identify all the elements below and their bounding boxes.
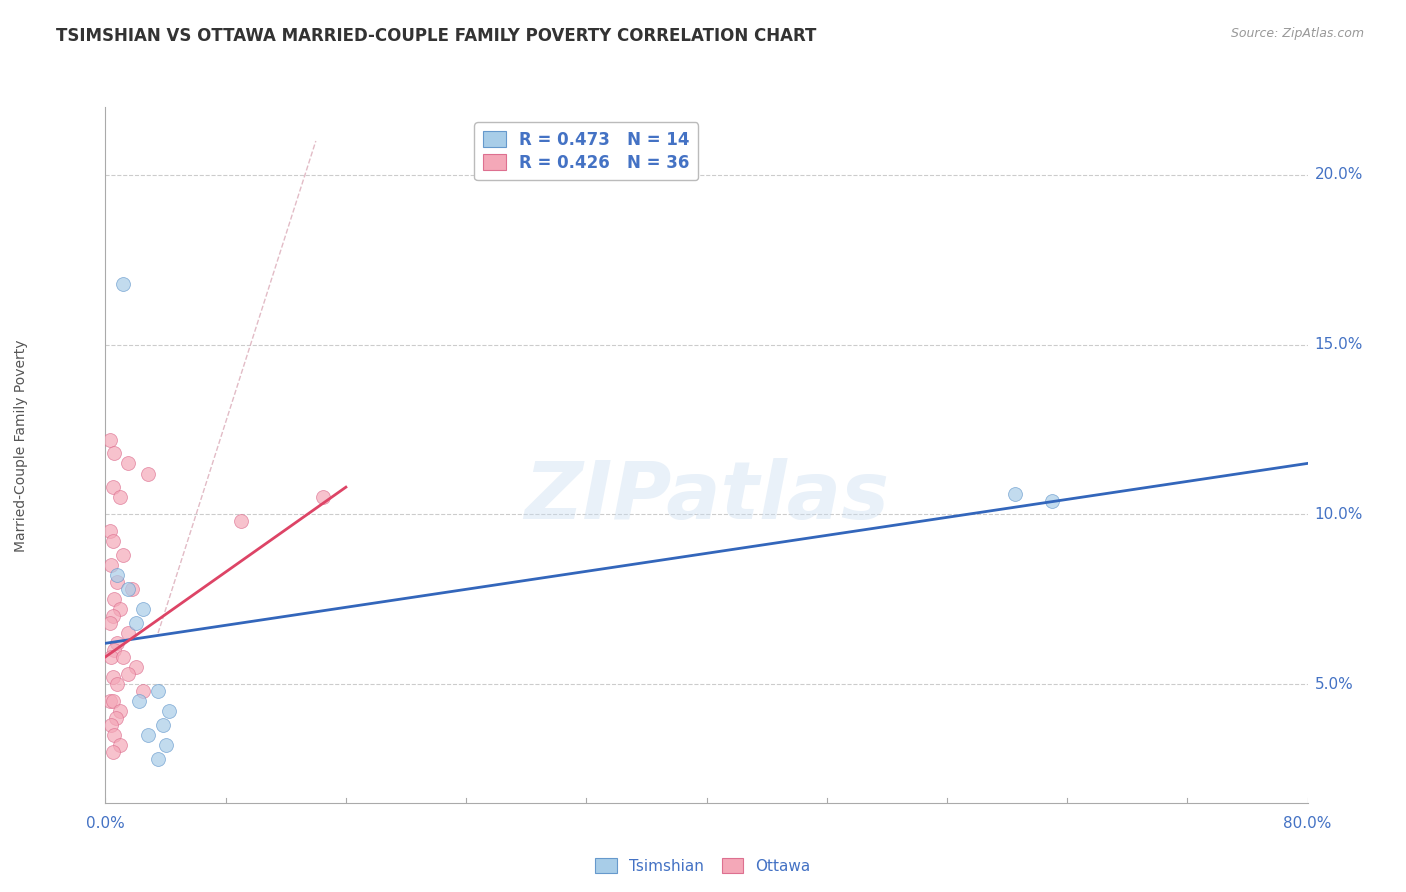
Point [110,491,132,505]
Point [107,636,129,650]
Point [101,534,124,549]
Point [103,643,125,657]
Point [146,752,169,766]
Point [132,683,155,698]
Point [100,649,122,664]
Point [103,728,125,742]
Point [98,694,121,708]
Point [312,491,335,505]
Text: 80.0%: 80.0% [1284,816,1331,831]
Point [117,582,139,596]
Text: 15.0%: 15.0% [1315,337,1362,352]
Text: 20.0%: 20.0% [1315,168,1362,183]
Point [112,277,135,291]
Point [146,683,169,698]
Point [124,615,146,630]
Point [101,609,124,624]
Text: 0.0%: 0.0% [86,816,125,831]
Point [107,677,129,691]
Point [103,592,125,607]
Point [104,711,127,725]
Point [100,558,122,573]
Point [101,745,124,759]
Point [112,548,135,562]
Point [98,615,121,630]
Point [117,457,139,471]
Point [107,575,129,590]
Point [157,704,180,718]
Text: 10.0%: 10.0% [1315,507,1362,522]
Point [100,717,122,731]
Point [98,433,121,447]
Point [110,704,132,718]
Point [155,738,177,752]
Point [229,514,252,528]
Point [117,666,139,681]
Point [110,738,132,752]
Point [121,582,143,596]
Point [112,649,135,664]
Text: 5.0%: 5.0% [1315,676,1353,691]
Text: Married-Couple Family Poverty: Married-Couple Family Poverty [14,340,28,552]
Point [136,728,159,742]
Point [152,717,174,731]
Point [107,568,129,582]
Point [103,446,125,460]
Point [117,626,139,640]
Text: TSIMSHIAN VS OTTAWA MARRIED-COUPLE FAMILY POVERTY CORRELATION CHART: TSIMSHIAN VS OTTAWA MARRIED-COUPLE FAMIL… [56,27,817,45]
Point [101,670,124,684]
Point [101,694,124,708]
Point [98,524,121,539]
Point [128,694,150,708]
Point [124,660,146,674]
Text: ZIPatlas: ZIPatlas [524,458,889,536]
Point [101,480,124,494]
Text: Source: ZipAtlas.com: Source: ZipAtlas.com [1230,27,1364,40]
Point [1040,493,1063,508]
Point [110,602,132,616]
Point [136,467,159,481]
Legend: R = 0.473   N = 14, R = 0.426   N = 36: R = 0.473 N = 14, R = 0.426 N = 36 [474,122,699,180]
Point [132,602,155,616]
Legend: Tsimshian, Ottawa: Tsimshian, Ottawa [589,852,817,880]
Point [1004,487,1026,501]
